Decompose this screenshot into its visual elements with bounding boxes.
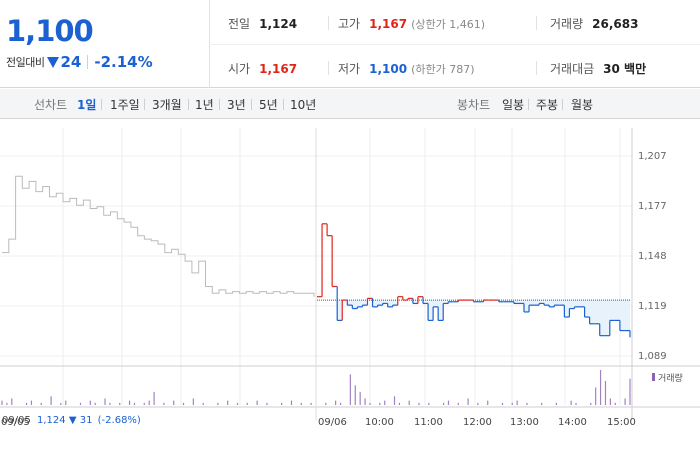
divider bbox=[536, 16, 537, 30]
stat-sub: (하한가 787) bbox=[411, 62, 475, 76]
prev-date: 09/05 bbox=[2, 415, 31, 426]
stat-value: 1,100 bbox=[369, 61, 408, 76]
stat-high: 고가 1,167 (상한가 1,461) bbox=[338, 15, 485, 32]
divider bbox=[562, 99, 563, 110]
divider bbox=[87, 55, 89, 69]
stat-value: 30 백만 bbox=[603, 62, 647, 76]
change-value: 24 bbox=[60, 53, 82, 71]
divider bbox=[536, 61, 537, 75]
stat-label: 저가 bbox=[338, 62, 361, 76]
tab-3months[interactable]: 3개월 bbox=[152, 98, 182, 112]
prev-price: 1,124 bbox=[37, 415, 66, 426]
stat-label: 거래량 bbox=[550, 17, 584, 31]
candle-chart-title: 봉차트 bbox=[457, 98, 491, 112]
prev-pct: (-2.68%) bbox=[97, 415, 141, 426]
divider bbox=[528, 99, 529, 110]
x-tick-label: 10:00 bbox=[365, 417, 394, 428]
tab-3years[interactable]: 3년 bbox=[227, 98, 246, 112]
y-tick-label: 1,177 bbox=[638, 201, 667, 212]
down-arrow-icon bbox=[47, 57, 60, 68]
price-chart[interactable]: 1,207 1,177 1,148 1,119 1,089 거래량 09/05 09/06… bbox=[0, 120, 700, 450]
x-tick-label: 11:00 bbox=[414, 417, 443, 428]
below-reference-fill bbox=[317, 300, 630, 338]
x-tick-label: 14:00 bbox=[558, 417, 587, 428]
stat-open: 시가 1,167 bbox=[228, 60, 297, 77]
y-tick-label: 1,207 bbox=[638, 151, 667, 162]
tab-1day[interactable]: 1일 bbox=[77, 98, 97, 112]
stat-prev-close: 전일 1,124 bbox=[228, 15, 297, 32]
stat-label: 거래대금 bbox=[550, 62, 595, 76]
tab-monthly-candle[interactable]: 월봉 bbox=[571, 98, 594, 112]
tab-10years[interactable]: 10년 bbox=[290, 98, 317, 112]
stat-sub: (상한가 1,461) bbox=[411, 17, 485, 31]
stat-volume: 거래량 26,683 bbox=[550, 15, 638, 32]
divider bbox=[144, 99, 145, 110]
stat-low: 저가 1,100 (하한가 787) bbox=[338, 60, 475, 77]
divider bbox=[283, 99, 284, 110]
divider bbox=[251, 99, 252, 110]
divider bbox=[101, 99, 102, 110]
x-tick-label: 13:00 bbox=[510, 417, 539, 428]
volume-legend: 거래량 bbox=[658, 372, 683, 384]
stat-label: 고가 bbox=[338, 17, 361, 31]
divider bbox=[328, 61, 329, 75]
current-price: 1,100 bbox=[6, 14, 94, 48]
volume-legend-swatch bbox=[652, 373, 655, 381]
stat-value: 1,124 bbox=[259, 16, 298, 31]
tab-1year[interactable]: 1년 bbox=[195, 98, 214, 112]
line-chart-title: 선차트 bbox=[34, 98, 68, 112]
chart-period-tabs: 선차트 1일 1주일 3개월 1년 3년 5년 10년 봉차트 일봉 주봉 월봉 bbox=[0, 89, 700, 119]
stat-value: 26,683 bbox=[592, 16, 639, 31]
x-tick-label: 12:00 bbox=[463, 417, 492, 428]
tab-5years[interactable]: 5년 bbox=[259, 98, 278, 112]
x-tick-label: 15:00 bbox=[607, 417, 636, 428]
prev-day-info: 09/05 1,124 ▼ 31 (-2.68%) bbox=[2, 415, 141, 426]
prev-diff: 31 bbox=[79, 415, 93, 426]
tab-weekly-candle[interactable]: 주봉 bbox=[536, 98, 559, 112]
divider bbox=[211, 44, 700, 45]
x-tick-label: 09/05 bbox=[1, 417, 30, 428]
down-arrow-icon: ▼ bbox=[68, 415, 77, 426]
stat-value: 1,167 bbox=[369, 16, 408, 31]
tab-daily-candle[interactable]: 일봉 bbox=[502, 98, 525, 112]
divider bbox=[328, 16, 329, 30]
previous-day-line bbox=[2, 175, 315, 297]
y-tick-label: 1,089 bbox=[638, 351, 667, 362]
y-tick-label: 1,119 bbox=[638, 301, 667, 312]
y-tick-label: 1,148 bbox=[638, 251, 667, 262]
change-label: 전일대비 bbox=[6, 56, 45, 69]
stat-value: 1,167 bbox=[259, 61, 298, 76]
stat-trade-amount: 거래대금 30 백만 bbox=[550, 60, 646, 77]
tab-1week[interactable]: 1주일 bbox=[110, 98, 140, 112]
stat-label: 시가 bbox=[228, 62, 251, 76]
x-tick-label: 09/06 bbox=[318, 417, 347, 428]
change-row: 전일대비 24 -2.14% bbox=[6, 53, 153, 71]
stock-summary: 1,100 전일대비 24 -2.14% 전일 1,124 고가 1,167 (… bbox=[0, 0, 700, 88]
divider bbox=[188, 99, 189, 110]
divider bbox=[219, 99, 220, 110]
stat-label: 전일 bbox=[228, 17, 251, 31]
price-box: 1,100 전일대비 24 -2.14% bbox=[0, 0, 210, 88]
change-percent: -2.14% bbox=[94, 53, 153, 71]
